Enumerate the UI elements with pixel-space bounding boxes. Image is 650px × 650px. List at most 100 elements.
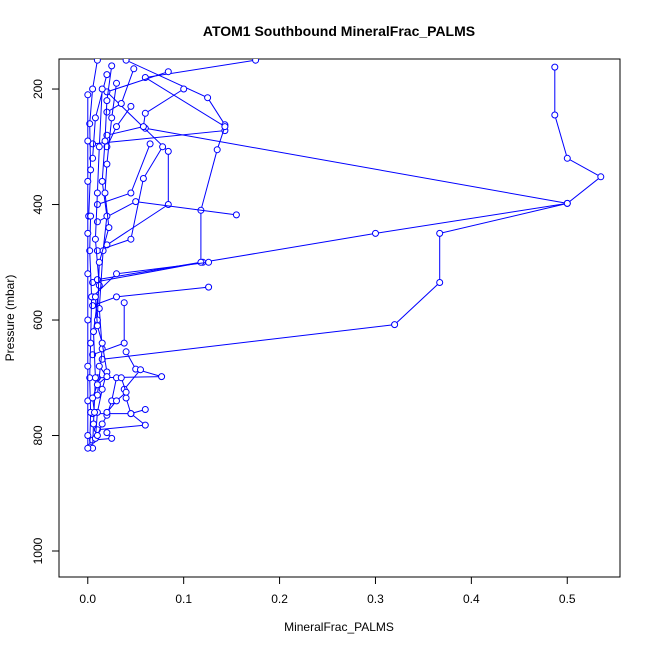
data-point <box>372 229 379 237</box>
series-28 <box>103 374 130 416</box>
data-point <box>113 270 120 278</box>
series-24 <box>93 79 120 324</box>
data-point <box>84 270 92 278</box>
series-25 <box>84 91 92 452</box>
data-point <box>103 373 111 381</box>
data-point <box>93 247 101 255</box>
data-point <box>139 175 147 182</box>
series-line <box>92 261 209 298</box>
data-point <box>91 408 98 416</box>
series-4 <box>93 59 260 284</box>
data-point <box>84 362 92 370</box>
data-point <box>563 154 571 162</box>
data-point <box>84 316 92 324</box>
data-point <box>551 111 559 119</box>
data-point <box>597 173 605 181</box>
series-12 <box>93 406 149 434</box>
data-point <box>90 328 97 336</box>
data-point <box>139 123 147 131</box>
data-point <box>158 373 166 381</box>
data-point <box>98 345 106 353</box>
x-tick-label: 0.0 <box>79 592 96 606</box>
data-point <box>95 143 103 151</box>
series-6 <box>93 198 240 226</box>
data-point <box>103 429 111 437</box>
data-point <box>93 381 101 389</box>
data-point <box>103 71 111 79</box>
data-point <box>232 211 240 219</box>
data-point <box>391 321 399 329</box>
data-point <box>108 62 116 70</box>
y-tick-label: 600 <box>31 310 45 330</box>
series-layer <box>84 59 605 452</box>
series-15 <box>93 140 154 208</box>
data-point <box>89 154 97 162</box>
data-point <box>120 299 128 307</box>
data-point <box>95 258 103 266</box>
series-line <box>105 71 169 246</box>
x-axis-label: MineralFrac_PALMS <box>284 620 394 634</box>
data-point <box>89 85 97 93</box>
data-point <box>205 283 213 291</box>
data-point <box>164 147 172 155</box>
x-axis: 0.0 0.1 0.2 0.3 0.4 0.5 <box>79 576 576 606</box>
data-point <box>120 339 128 347</box>
series-line <box>97 351 162 379</box>
data-point <box>84 444 92 452</box>
data-point <box>95 362 103 370</box>
data-point <box>91 374 99 382</box>
data-point <box>84 432 92 439</box>
x-tick-label: 0.5 <box>559 592 576 606</box>
data-point <box>98 420 106 428</box>
data-point <box>117 374 125 382</box>
data-point <box>87 339 95 347</box>
data-point <box>98 85 106 93</box>
data-point <box>84 91 92 99</box>
data-point <box>130 65 138 73</box>
data-point <box>146 140 154 148</box>
y-axis: 200 400 600 800 1000 <box>31 79 60 564</box>
series-line <box>102 67 602 360</box>
data-point <box>436 279 444 286</box>
data-point <box>101 137 109 145</box>
data-point <box>197 258 205 266</box>
data-point <box>205 258 213 266</box>
data-point <box>252 59 260 64</box>
y-tick-label: 400 <box>31 194 45 214</box>
data-point <box>551 63 559 71</box>
series-line <box>97 409 147 431</box>
series-29 <box>89 362 111 416</box>
series-line <box>92 59 226 145</box>
series-14 <box>103 102 135 151</box>
plot-frame <box>58 58 621 578</box>
data-point <box>122 388 130 396</box>
data-point <box>108 114 116 122</box>
x-tick-label: 0.2 <box>271 592 288 606</box>
data-point <box>95 305 103 312</box>
data-point <box>113 79 120 87</box>
series-8 <box>89 283 213 310</box>
data-point <box>141 406 149 413</box>
data-point <box>84 137 92 145</box>
data-point <box>159 143 167 151</box>
data-point <box>87 166 95 174</box>
series-1 <box>98 63 605 363</box>
data-point <box>113 397 120 405</box>
x-tick-label: 0.3 <box>367 592 384 606</box>
data-point <box>84 229 92 237</box>
data-point <box>91 114 99 122</box>
data-point <box>127 189 135 197</box>
data-point <box>98 385 106 393</box>
data-point <box>436 229 444 237</box>
data-point <box>93 322 101 330</box>
data-point <box>84 177 92 185</box>
data-point <box>122 394 130 402</box>
data-point <box>103 97 111 105</box>
data-point <box>108 434 116 442</box>
data-point <box>91 293 99 301</box>
data-point <box>221 123 229 131</box>
data-point <box>93 276 101 284</box>
y-tick-label: 1000 <box>31 537 45 564</box>
data-point <box>213 146 221 154</box>
